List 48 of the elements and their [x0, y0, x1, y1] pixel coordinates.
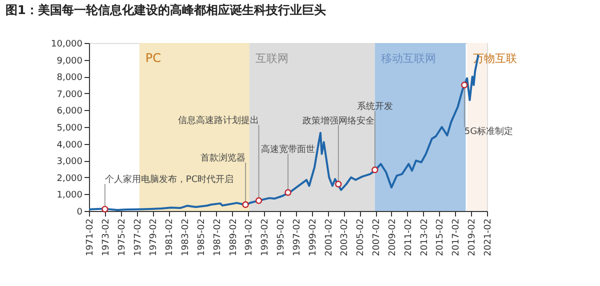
x-tick-label: 1993-02 [260, 218, 271, 256]
x-tick-label: 1983-02 [181, 218, 192, 256]
x-tick-label: 1995-02 [276, 218, 287, 256]
chart-title: 图1：美国每一轮信息化建设的高峰都相应诞生科技行业巨头 [6, 3, 326, 17]
x-tick-label: 1989-02 [228, 218, 239, 256]
x-tick-label: 1979-02 [149, 218, 160, 256]
x-tick-label: 2007-02 [372, 218, 382, 256]
annotation: 高速宽带面世 [260, 144, 315, 155]
x-tick-label: 2013-02 [420, 218, 430, 256]
band-label: 互联网 [255, 52, 288, 65]
x-tick-label: 2017-02 [452, 218, 462, 256]
x-tick-label: 1973-02 [101, 218, 112, 256]
annotation: 个人家用电脑发布，PC时代开启 [104, 174, 234, 185]
x-tick-label: 1981-02 [165, 218, 176, 256]
x-tick-label: 1975-02 [117, 218, 128, 256]
x-tick-label: 2019-02 [468, 218, 478, 256]
y-tick-label: 2,000 [56, 174, 83, 184]
x-tick-label: 2003-02 [340, 218, 350, 256]
x-tick-label: 1999-02 [308, 218, 318, 256]
y-tick-label: 8,000 [56, 73, 83, 84]
y-tick-label: 1,000 [56, 190, 83, 201]
x-tick-label: 2005-02 [356, 218, 366, 256]
annotation: 系统开发 [356, 101, 393, 112]
y-tick-label: 4,000 [56, 140, 83, 150]
annotation: 5G标准制定 [464, 126, 514, 137]
y-tick-label: 6,000 [56, 106, 83, 117]
x-tick-label: 1997-02 [292, 218, 302, 256]
annotation: 政策增强网络安全 [302, 115, 374, 126]
x-tick-label: 1977-02 [133, 218, 144, 256]
x-tick-label: 2001-02 [324, 218, 334, 256]
x-tick-label: 2021-02 [484, 218, 494, 256]
band-label: 移动互联网 [380, 52, 436, 65]
x-tick-label: 2015-02 [436, 218, 446, 256]
annotation: 信息高速路计划提出 [178, 114, 259, 126]
y-tick-label: 9,000 [56, 56, 83, 66]
y-tick-label: 5,000 [56, 124, 83, 134]
x-tick-label: 1987-02 [212, 218, 223, 256]
y-tick-label: 0 [76, 208, 83, 218]
x-tick-label: 1985-02 [196, 218, 207, 256]
x-tick-label: 2011-02 [404, 218, 414, 256]
x-tick-label: 1991-02 [244, 218, 255, 256]
y-tick-label: 7,000 [56, 90, 83, 100]
y-tick-label: 10,000 [51, 40, 83, 50]
annotation: 首款浏览器 [200, 152, 246, 164]
x-tick-label: 2009-02 [388, 218, 398, 256]
x-tick-label: 1971-02 [86, 218, 96, 256]
band-label: PC [145, 51, 162, 65]
y-tick-label: 3,000 [56, 157, 83, 168]
